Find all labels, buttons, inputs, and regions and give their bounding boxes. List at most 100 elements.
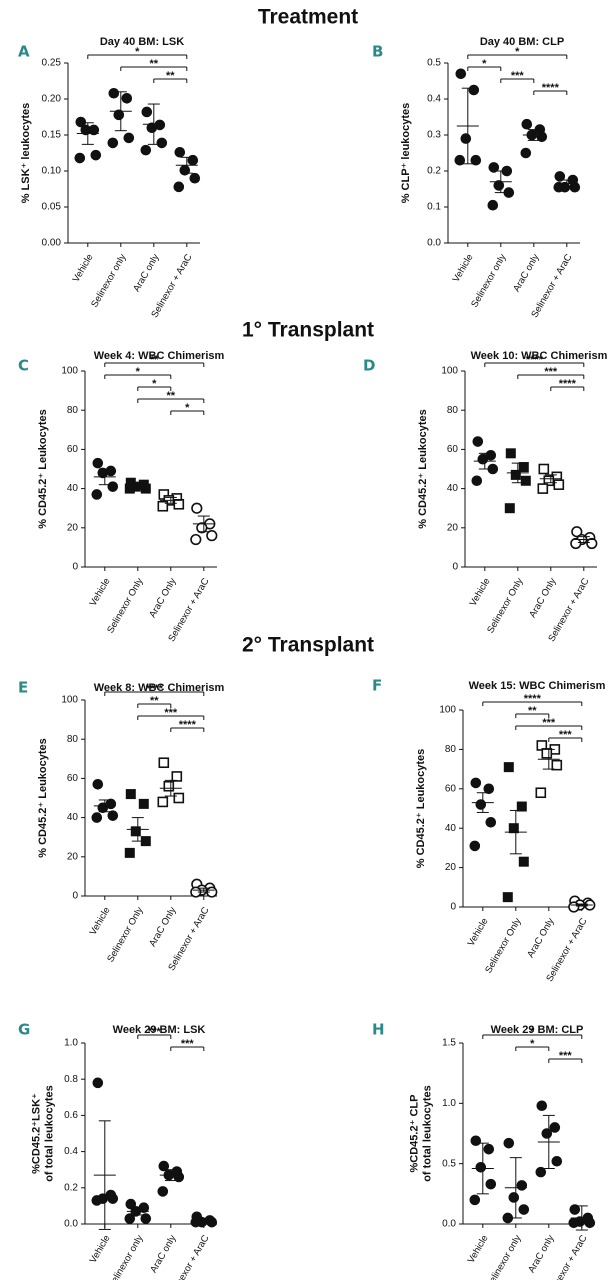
data-point bbox=[488, 162, 500, 173]
y-tick-label: 1.0 bbox=[442, 1098, 456, 1109]
y-tick-label: 40 bbox=[445, 823, 457, 834]
y-tick-label: 0.25 bbox=[42, 58, 62, 69]
data-point bbox=[554, 171, 566, 182]
y-tick-label: 0.0 bbox=[427, 238, 441, 249]
data-point bbox=[107, 481, 119, 492]
x-tick-label: Selinexor only bbox=[469, 252, 508, 309]
sig-label: ** bbox=[150, 58, 159, 70]
y-tick-label: 0.8 bbox=[64, 1074, 78, 1085]
sig-label: * bbox=[482, 58, 487, 70]
data-point bbox=[483, 1143, 495, 1155]
y-tick-label: 0 bbox=[72, 562, 78, 573]
panel-letter: H bbox=[372, 1021, 385, 1039]
data-point bbox=[173, 181, 185, 193]
data-point bbox=[191, 502, 203, 514]
data-point bbox=[206, 530, 218, 542]
data-point bbox=[518, 856, 529, 867]
y-tick-label: 100 bbox=[439, 705, 456, 716]
data-point bbox=[140, 144, 152, 156]
y-axis-label: % CD45.2⁺ Leukocytes bbox=[415, 749, 427, 869]
y-axis-label: %CD45.2⁺LSK⁺ bbox=[30, 1093, 42, 1174]
y-tick-label: 0.05 bbox=[42, 202, 62, 213]
data-point bbox=[586, 537, 598, 550]
data-point bbox=[551, 759, 563, 771]
y-tick-label: 0.0 bbox=[64, 1219, 78, 1230]
data-point bbox=[504, 503, 515, 514]
y-tick-label: 60 bbox=[445, 783, 457, 794]
x-tick-label: Vehicle bbox=[71, 252, 96, 284]
data-point bbox=[454, 154, 466, 166]
data-point bbox=[189, 172, 201, 184]
y-tick-label: 20 bbox=[67, 851, 79, 862]
data-point bbox=[569, 1204, 581, 1215]
sig-label: * bbox=[530, 1026, 535, 1038]
y-axis-label: % CD45.2⁺ Leukocytes bbox=[37, 409, 49, 529]
data-point bbox=[124, 847, 135, 858]
data-point bbox=[570, 537, 582, 550]
x-tick-label: Selinexor Only bbox=[105, 576, 146, 635]
y-tick-label: 0.5 bbox=[427, 58, 441, 69]
x-tick-label: AraC only bbox=[511, 252, 542, 294]
x-tick-label: Selinexor only bbox=[89, 252, 128, 309]
data-point bbox=[157, 796, 169, 808]
data-point bbox=[138, 798, 149, 809]
sig-label: ** bbox=[150, 354, 159, 366]
sig-label: *** bbox=[559, 1050, 573, 1062]
data-point bbox=[190, 533, 202, 546]
panel-title: Week 29 BM: LSK bbox=[113, 1024, 206, 1036]
data-point bbox=[469, 1194, 481, 1206]
y-tick-label: 40 bbox=[67, 812, 79, 823]
y-tick-label: 0.6 bbox=[64, 1110, 78, 1121]
data-point bbox=[469, 840, 481, 852]
data-point bbox=[130, 826, 141, 837]
y-tick-label: 0.5 bbox=[442, 1158, 456, 1169]
data-point bbox=[520, 475, 531, 486]
sig-label: ** bbox=[166, 70, 175, 82]
data-point bbox=[75, 116, 87, 128]
data-point bbox=[173, 792, 185, 804]
sig-label: * bbox=[152, 378, 157, 390]
data-point bbox=[487, 199, 499, 211]
panel-title: Week 15: WBC Chimerism bbox=[469, 680, 606, 692]
sig-label: *** bbox=[544, 366, 558, 378]
x-tick-label: Vehicle bbox=[88, 576, 113, 608]
data-point bbox=[485, 1178, 497, 1190]
y-axis-label: % CD45.2⁺ Leukocytes bbox=[417, 409, 429, 529]
data-point bbox=[584, 1217, 596, 1229]
y-tick-label: 80 bbox=[67, 734, 79, 745]
panel-letter: F bbox=[372, 677, 382, 695]
data-point bbox=[541, 748, 553, 759]
data-point bbox=[543, 475, 555, 487]
data-point bbox=[108, 87, 120, 99]
data-point bbox=[537, 483, 549, 494]
data-point bbox=[173, 1171, 185, 1183]
panel-title: Week 8: WBC Chimerism bbox=[94, 682, 225, 694]
data-point bbox=[471, 475, 483, 487]
y-tick-label: 80 bbox=[445, 744, 457, 755]
data-point bbox=[520, 147, 532, 159]
data-point bbox=[516, 1180, 528, 1191]
data-point bbox=[74, 152, 86, 164]
sig-label: *** bbox=[148, 1026, 162, 1038]
sig-label: **** bbox=[526, 354, 544, 366]
y-tick-label: 0.15 bbox=[42, 130, 62, 141]
data-point bbox=[541, 1128, 553, 1139]
data-point bbox=[141, 106, 153, 118]
panel-title: Week 10: WBC Chimerism bbox=[471, 350, 608, 362]
y-tick-label: 0.1 bbox=[427, 202, 441, 213]
sig-label: **** bbox=[542, 82, 560, 94]
sig-label: *** bbox=[542, 717, 556, 729]
x-tick-label: Selinexor only bbox=[484, 1233, 523, 1280]
data-point bbox=[97, 467, 109, 479]
y-tick-label: 0.4 bbox=[427, 94, 441, 105]
y-tick-label: 80 bbox=[447, 405, 459, 416]
data-point bbox=[125, 1198, 137, 1210]
data-point bbox=[518, 1204, 530, 1215]
sig-label: * bbox=[530, 1038, 535, 1050]
data-point bbox=[173, 498, 185, 510]
data-point bbox=[107, 810, 119, 821]
data-point bbox=[475, 1161, 487, 1173]
y-tick-label: 40 bbox=[67, 483, 79, 494]
data-point bbox=[468, 84, 480, 96]
